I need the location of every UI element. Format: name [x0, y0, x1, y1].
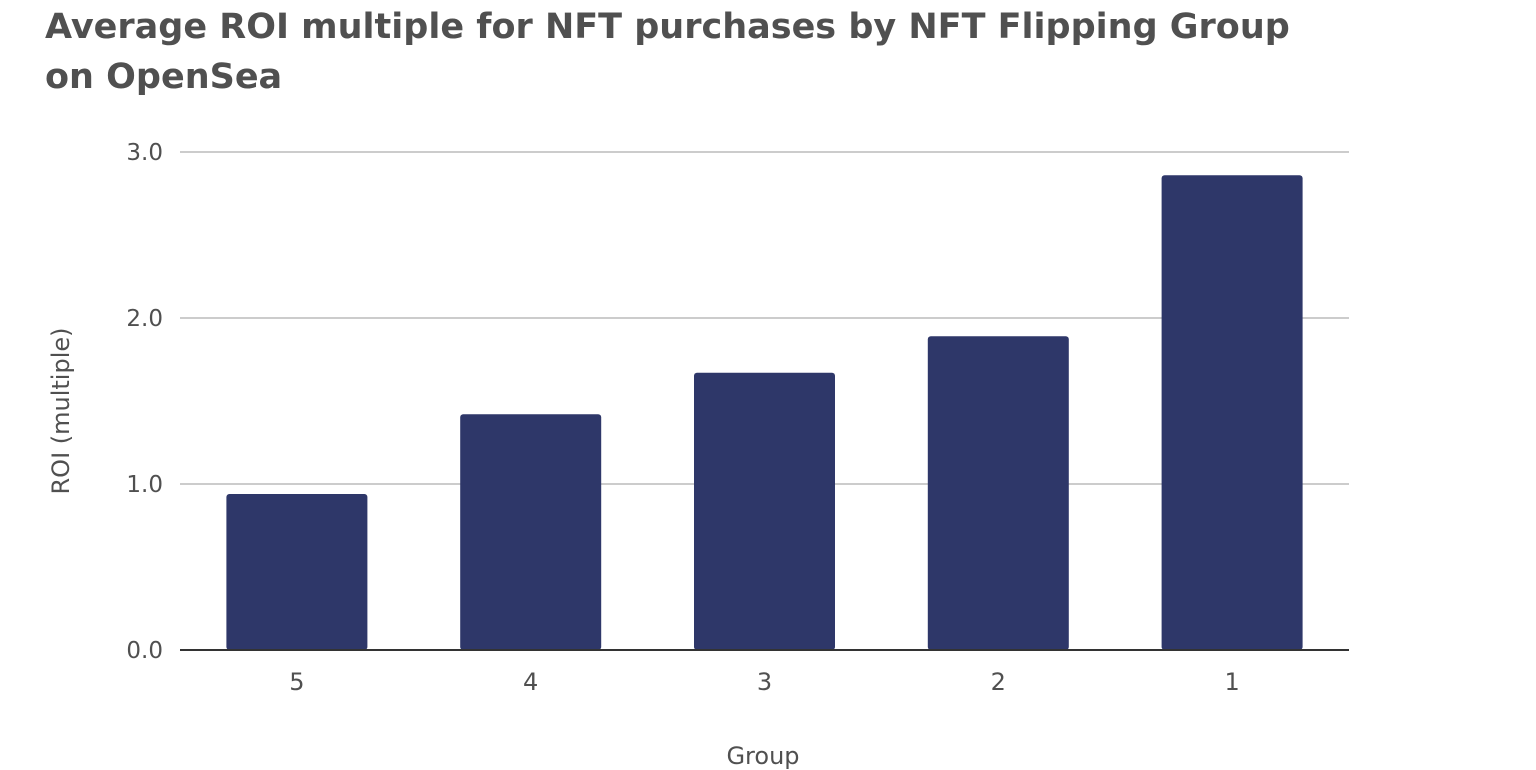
bar-group-5 [226, 493, 368, 650]
bar-group-3 [694, 372, 835, 650]
chart-title-line-2: on OpenSea [45, 57, 283, 97]
y-tick-label: 3.0 [126, 140, 163, 166]
x-tick-label: 4 [523, 668, 538, 696]
y-axis-title: ROI (multiple) [47, 327, 75, 494]
x-tick-label: 2 [991, 668, 1006, 696]
x-tick-label: 5 [289, 668, 304, 696]
x-tick-label: 1 [1224, 668, 1239, 696]
bar-group-4 [460, 414, 602, 650]
x-axis-title: Group [726, 742, 799, 770]
bar-group-1 [1161, 175, 1303, 651]
x-tick-label: 3 [757, 668, 772, 696]
y-tick-label: 0.0 [126, 638, 163, 664]
chart-title-line-1: Average ROI multiple for NFT purchases b… [45, 7, 1290, 47]
y-tick-label: 2.0 [126, 306, 163, 332]
tick-labels: 0.0 1.0 2.0 3.0 5 4 3 2 1 [126, 140, 1239, 696]
y-tick-label: 1.0 [126, 472, 163, 498]
bar-group-2 [927, 336, 1069, 650]
chart-title: Average ROI multiple for NFT purchases b… [45, 2, 1345, 102]
bars [226, 175, 1303, 651]
